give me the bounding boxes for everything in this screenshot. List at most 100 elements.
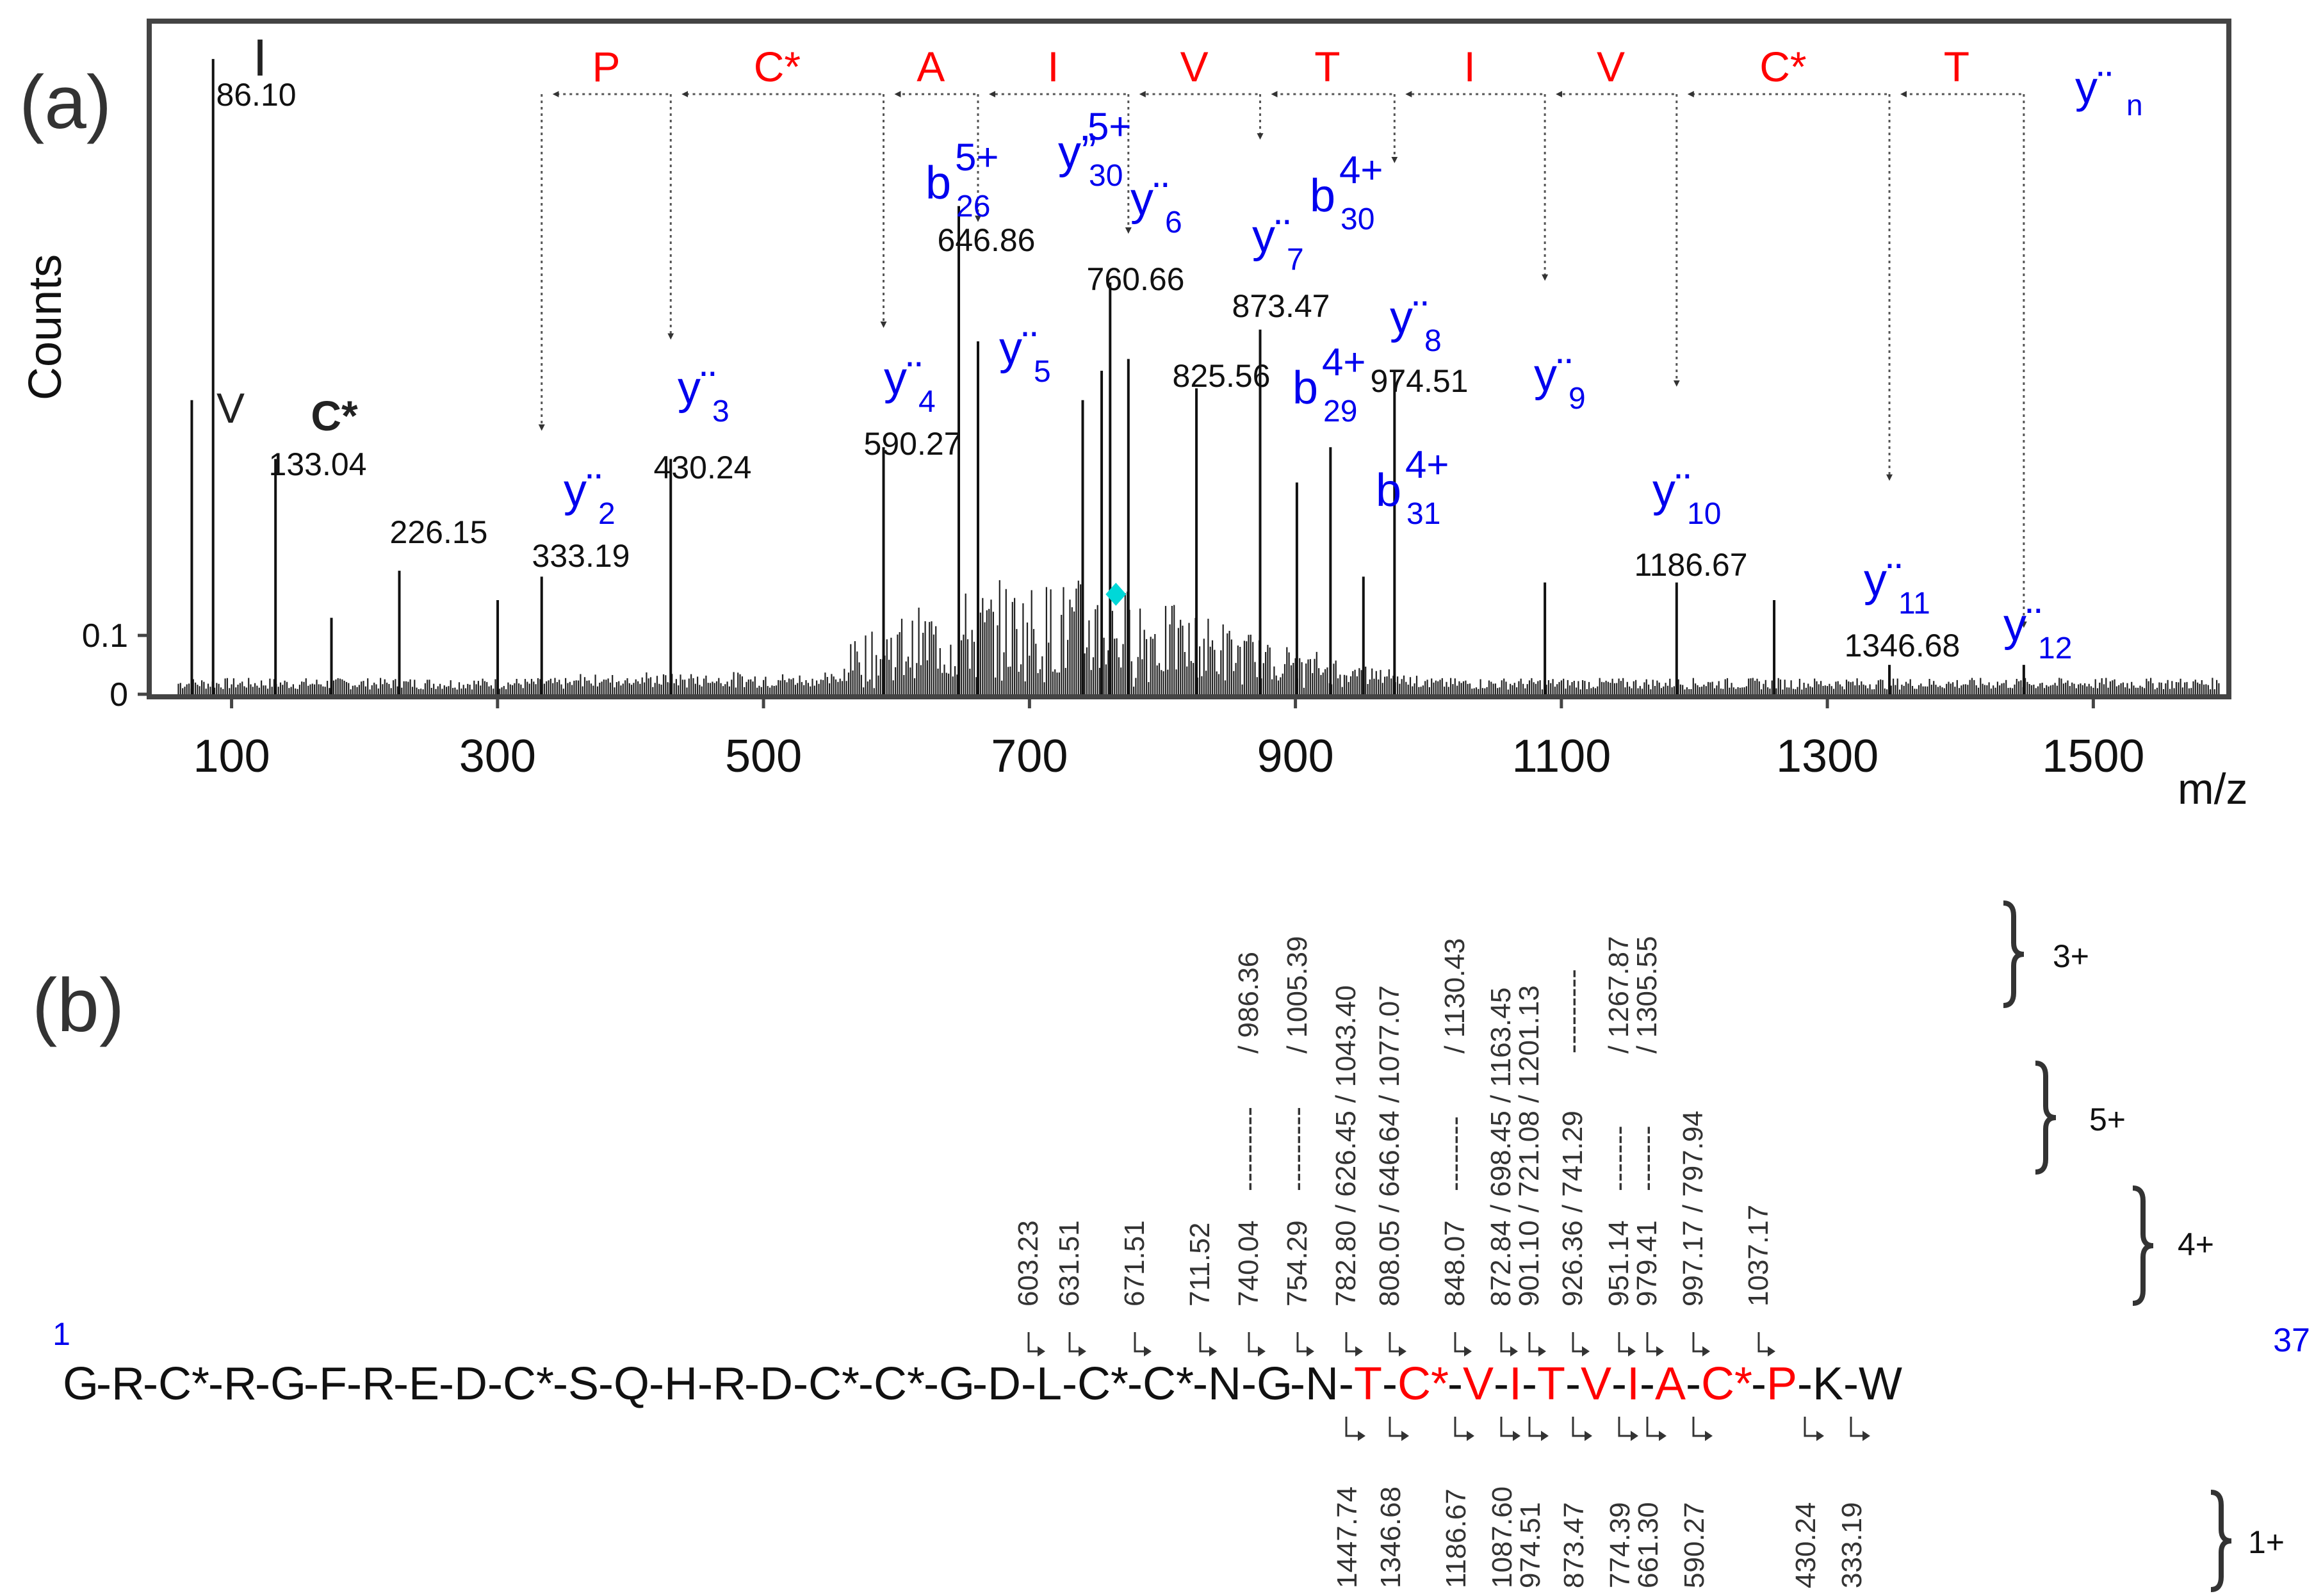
ladder-residue: I xyxy=(1464,43,1476,90)
ion-labels: y¨2y¨3y¨4y¨5y¨6 y¨7y¨8y¨9y¨10y¨11 y¨12b 265… xyxy=(564,105,2072,665)
sequence-dash: - xyxy=(1686,1358,1701,1410)
sequence-dash: - xyxy=(487,1358,503,1410)
sequence-dash: - xyxy=(553,1358,568,1410)
y-fragment-label: 774.39 xyxy=(1604,1502,1636,1588)
peak-mz-label: 333.19 xyxy=(532,538,630,574)
y-fragment-hook xyxy=(1572,1417,1585,1437)
y-fragment-label: 1346.68 xyxy=(1375,1486,1406,1588)
b-fragment-label: 740.04 xyxy=(1233,1220,1264,1307)
b-fragment-hook xyxy=(1199,1332,1209,1353)
sequence-residue: C* xyxy=(158,1358,209,1410)
b-fragment-hook xyxy=(1296,1332,1307,1353)
b-ion-charge: 4+ xyxy=(1339,149,1383,191)
b-fragment-arrowhead xyxy=(1464,1346,1472,1356)
b-fragment-arrowhead xyxy=(1510,1346,1518,1356)
peak-mz-label: 760.66 xyxy=(1087,261,1185,297)
sequence-residue: Q xyxy=(614,1358,649,1410)
b-fragment-arrowhead xyxy=(1582,1346,1590,1356)
charge-label: 5+ xyxy=(2089,1102,2126,1137)
sequence-residue: R xyxy=(224,1358,257,1410)
y-fragment-hook xyxy=(1692,1417,1705,1437)
y-ion-subscript: 2 xyxy=(598,497,615,531)
x-tick-label: 1100 xyxy=(1512,731,1611,782)
peak-mz-label: 1186.67 xyxy=(1634,547,1747,583)
sequence-dash: - xyxy=(744,1358,760,1410)
y-axis-label: Counts xyxy=(20,254,71,400)
y-ion-label: y¨ xyxy=(1390,292,1428,343)
y-ion-subscript: 4 xyxy=(918,385,936,419)
sequence-residue: F xyxy=(319,1358,347,1410)
sequence-dash: - xyxy=(143,1358,158,1410)
sequence-dash: - xyxy=(96,1358,111,1410)
y-ion-subscript: 6 xyxy=(1165,206,1182,240)
sequence-dash: - xyxy=(439,1358,454,1410)
y-fragment-label: 590.27 xyxy=(1679,1502,1710,1588)
b-fragment-ext5: ------- xyxy=(1631,1125,1663,1191)
y-fragment-hook xyxy=(1804,1417,1816,1437)
sequence-dash: - xyxy=(393,1358,409,1410)
b-fragment-arrowhead xyxy=(1144,1346,1152,1356)
b-fragment-ext5: --------- xyxy=(1282,1107,1313,1191)
sequence-dash: - xyxy=(972,1358,988,1410)
charge-brace xyxy=(2003,900,2025,1008)
b-fragment-arrowhead xyxy=(1258,1346,1266,1356)
y-ion-label: y¨ xyxy=(1864,555,1902,606)
ladder-residue: C* xyxy=(1759,43,1806,90)
sequence-dash: - xyxy=(1339,1358,1354,1410)
y-ion-subscript: 7 xyxy=(1287,243,1304,277)
spectrum-peaks xyxy=(190,59,2025,694)
sequence-dash: - xyxy=(1241,1358,1257,1410)
y-fragment-arrowhead xyxy=(1358,1431,1365,1441)
b-ion-charge: 5+ xyxy=(955,136,998,179)
sequence-dash: - xyxy=(208,1358,224,1410)
b-fragment-ext5: --------- xyxy=(1233,1107,1264,1191)
x-axis-label: m/z xyxy=(2178,765,2248,813)
sequence-residue: S xyxy=(568,1358,599,1410)
sequence-residue: G xyxy=(1257,1358,1292,1410)
sequence-residue: N xyxy=(1305,1358,1339,1410)
b-fragment-ext5: ------- xyxy=(1603,1125,1634,1191)
y-ion-subscript: 11 xyxy=(1898,587,1930,621)
sequence-dash: - xyxy=(1021,1358,1036,1410)
sequence-residue: C* xyxy=(1398,1358,1449,1410)
sequence-residue: H xyxy=(664,1358,697,1410)
charge-brace xyxy=(2132,1185,2154,1306)
b-ion-subscript: 30 xyxy=(1089,159,1123,193)
charge-label: 1+ xyxy=(2248,1524,2285,1560)
sequence-dash: - xyxy=(1522,1358,1537,1410)
sequence-residue: T xyxy=(1537,1358,1565,1410)
ladder-end-subscript: n xyxy=(2126,88,2143,122)
x-tick-label: 1500 xyxy=(2042,731,2144,782)
sequence-dash: - xyxy=(1382,1358,1398,1410)
b-ion-subscript: 30 xyxy=(1341,202,1374,236)
y-fragment-label: 661.30 xyxy=(1633,1502,1664,1588)
sequence-residue: C* xyxy=(1077,1358,1129,1410)
noise-peaks xyxy=(177,580,2220,694)
sequence-dash: - xyxy=(924,1358,939,1410)
y-fragment-hook xyxy=(1646,1417,1659,1437)
x-tick-label: 100 xyxy=(193,731,270,782)
peak-mz-label: 646.86 xyxy=(938,222,1036,258)
y-tick-label: 0.1 xyxy=(82,617,128,655)
sequence-dash: - xyxy=(793,1358,808,1410)
axes: 100 300 500 700 900 1100 1300 1500 0 0.1 xyxy=(82,617,2145,782)
sequence-residue: K xyxy=(1813,1358,1843,1410)
b-fragment-ext3: / 1305.55 xyxy=(1631,936,1663,1054)
sequence-residue: R xyxy=(111,1358,145,1410)
sequence-residue: V xyxy=(1581,1358,1611,1410)
sequence-residue: I xyxy=(1509,1358,1522,1410)
b-fragment-label: 671.51 xyxy=(1119,1220,1150,1307)
sequence-dash: - xyxy=(1447,1358,1463,1410)
sequence-residue: C* xyxy=(503,1358,554,1410)
sequence-dash: - xyxy=(1611,1358,1627,1410)
sequence-dash: - xyxy=(255,1358,270,1410)
peak-mz-label: 1346.68 xyxy=(1845,628,1960,664)
b-ion-label: b xyxy=(1292,362,1318,414)
y-fragment-arrowhead xyxy=(1631,1431,1638,1441)
y-ion-subscript: 3 xyxy=(712,395,730,428)
b-fragment-label: 631.51 xyxy=(1054,1220,1085,1307)
y-ion-subscript: 5 xyxy=(1034,355,1051,389)
ladder-residue: T xyxy=(1944,43,1969,90)
b-fragment-arrowhead xyxy=(1628,1346,1636,1356)
